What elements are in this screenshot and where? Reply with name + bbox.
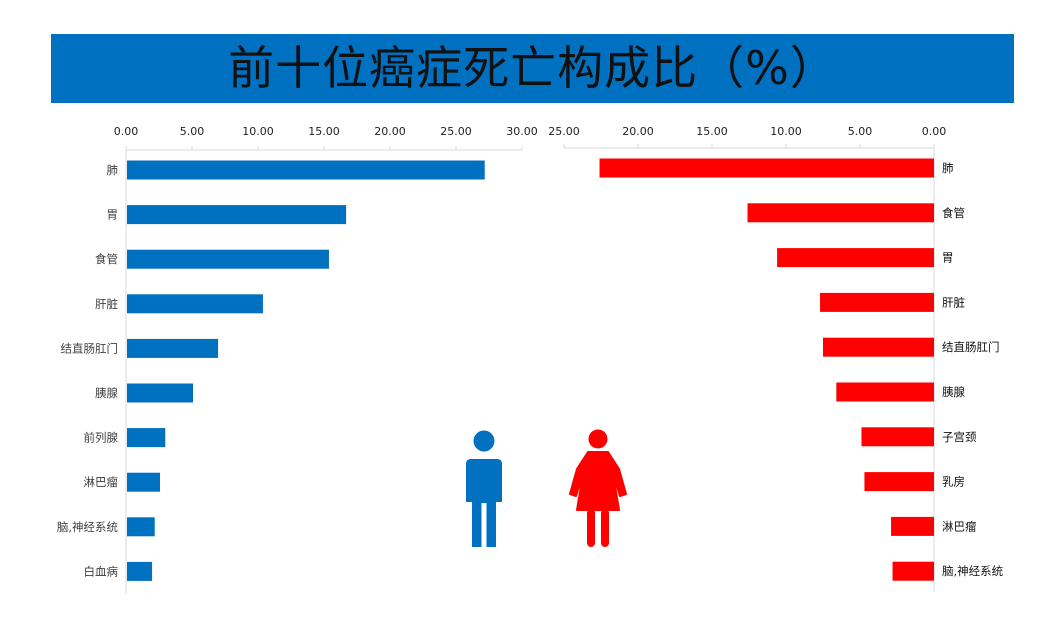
- category-label: 淋巴瘤: [84, 475, 119, 489]
- bar: [892, 561, 934, 581]
- tick-label: 25.00: [440, 125, 472, 138]
- bar: [127, 517, 155, 537]
- bar: [891, 516, 934, 536]
- male-figure-icon: [466, 430, 502, 547]
- tick-label: 20.00: [622, 125, 654, 138]
- category-label: 胃: [107, 208, 119, 222]
- tick-label: 30.00: [506, 125, 538, 138]
- tick-label: 15.00: [696, 125, 728, 138]
- bar: [777, 248, 934, 268]
- category-label: 肝脏: [95, 297, 118, 311]
- category-label: 胰腺: [942, 385, 965, 399]
- bar: [127, 294, 263, 314]
- category-label: 淋巴瘤: [942, 519, 977, 533]
- female-bar-chart: 25.00 20.00 15.00 10.00 5.00 0.00 肺食管胃肝脏结直肠肛门胰…: [548, 125, 1004, 592]
- bar: [127, 383, 193, 403]
- page-title: 前十位癌症死亡构成比（%）: [228, 41, 837, 95]
- bar: [599, 158, 934, 178]
- category-label: 结直肠肛门: [61, 341, 119, 355]
- bar: [127, 428, 166, 448]
- bar: [127, 472, 160, 492]
- category-label: 脑,神经系统: [942, 564, 1004, 578]
- bar: [127, 160, 485, 180]
- tick-label: 15.00: [308, 125, 340, 138]
- category-label: 胃: [942, 251, 954, 265]
- tick-label: 5.00: [180, 125, 205, 138]
- category-label: 食管: [942, 206, 965, 220]
- bar: [127, 249, 329, 269]
- tick-label: 5.00: [848, 125, 873, 138]
- female-figure-icon: [569, 429, 627, 547]
- category-label: 肺: [942, 161, 954, 175]
- category-label: 脑,神经系统: [57, 520, 119, 534]
- tick-label: 10.00: [770, 125, 802, 138]
- bar: [823, 337, 934, 357]
- category-label: 肝脏: [942, 295, 965, 309]
- tick-label: 0.00: [922, 125, 947, 138]
- bar: [820, 292, 934, 312]
- tick-label: 20.00: [374, 125, 406, 138]
- bar: [127, 561, 153, 581]
- category-label: 结直肠肛门: [942, 340, 1000, 354]
- male-bar-chart: 0.00 5.00 10.00 15.00 20.00 25.00 30.00 肺胃食管肝脏结…: [57, 125, 538, 594]
- category-label: 食管: [95, 252, 118, 266]
- category-label: 前列腺: [84, 431, 119, 445]
- tick-label: 25.00: [548, 125, 580, 138]
- category-label: 乳房: [942, 475, 965, 489]
- bar: [127, 205, 347, 225]
- tick-label: 10.00: [242, 125, 274, 138]
- category-label: 肺: [107, 163, 119, 177]
- bar: [747, 203, 934, 223]
- category-label: 子宫颈: [942, 430, 977, 444]
- title-banner: 前十位癌症死亡构成比（%）: [51, 34, 1014, 103]
- tick-label: 0.00: [114, 125, 139, 138]
- bar: [836, 382, 934, 402]
- bar: [861, 427, 934, 447]
- bar: [864, 472, 934, 492]
- bar: [127, 338, 219, 358]
- category-label: 胰腺: [95, 386, 118, 400]
- category-label: 白血病: [84, 564, 119, 578]
